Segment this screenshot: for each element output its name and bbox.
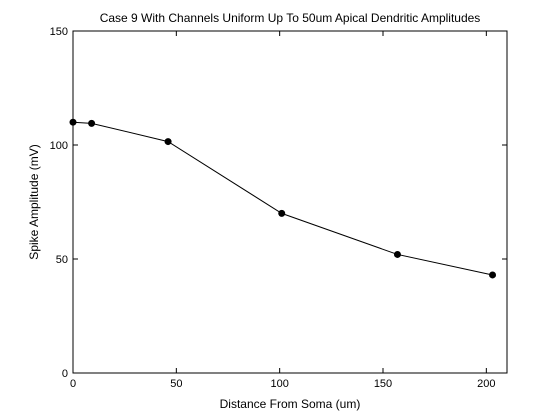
axis-ticks: 0 50 100 150 200 0 50 100 150 (50, 26, 507, 390)
data-point (489, 271, 497, 279)
y-tick-label: 150 (50, 26, 68, 38)
y-axis-label: Spike Amplitude (mV) (27, 144, 41, 259)
data-point (88, 119, 96, 127)
series-group (69, 118, 497, 279)
y-tick-label: 50 (56, 254, 68, 266)
chart-title: Case 9 With Channels Uniform Up To 50um … (100, 11, 481, 25)
data-point (164, 138, 172, 146)
x-tick-label: 100 (270, 378, 288, 390)
y-tick-label: 100 (50, 140, 68, 152)
y-tick-label: 0 (62, 368, 68, 380)
data-point (278, 209, 286, 217)
data-point (393, 250, 401, 258)
x-tick-label: 50 (170, 378, 182, 390)
x-tick-label: 0 (70, 378, 76, 390)
x-axis-label: Distance From Soma (um) (220, 397, 361, 411)
plot-area-frame (72, 30, 508, 374)
x-tick-label: 200 (477, 378, 495, 390)
x-tick-label: 150 (374, 378, 392, 390)
data-point (69, 118, 77, 126)
